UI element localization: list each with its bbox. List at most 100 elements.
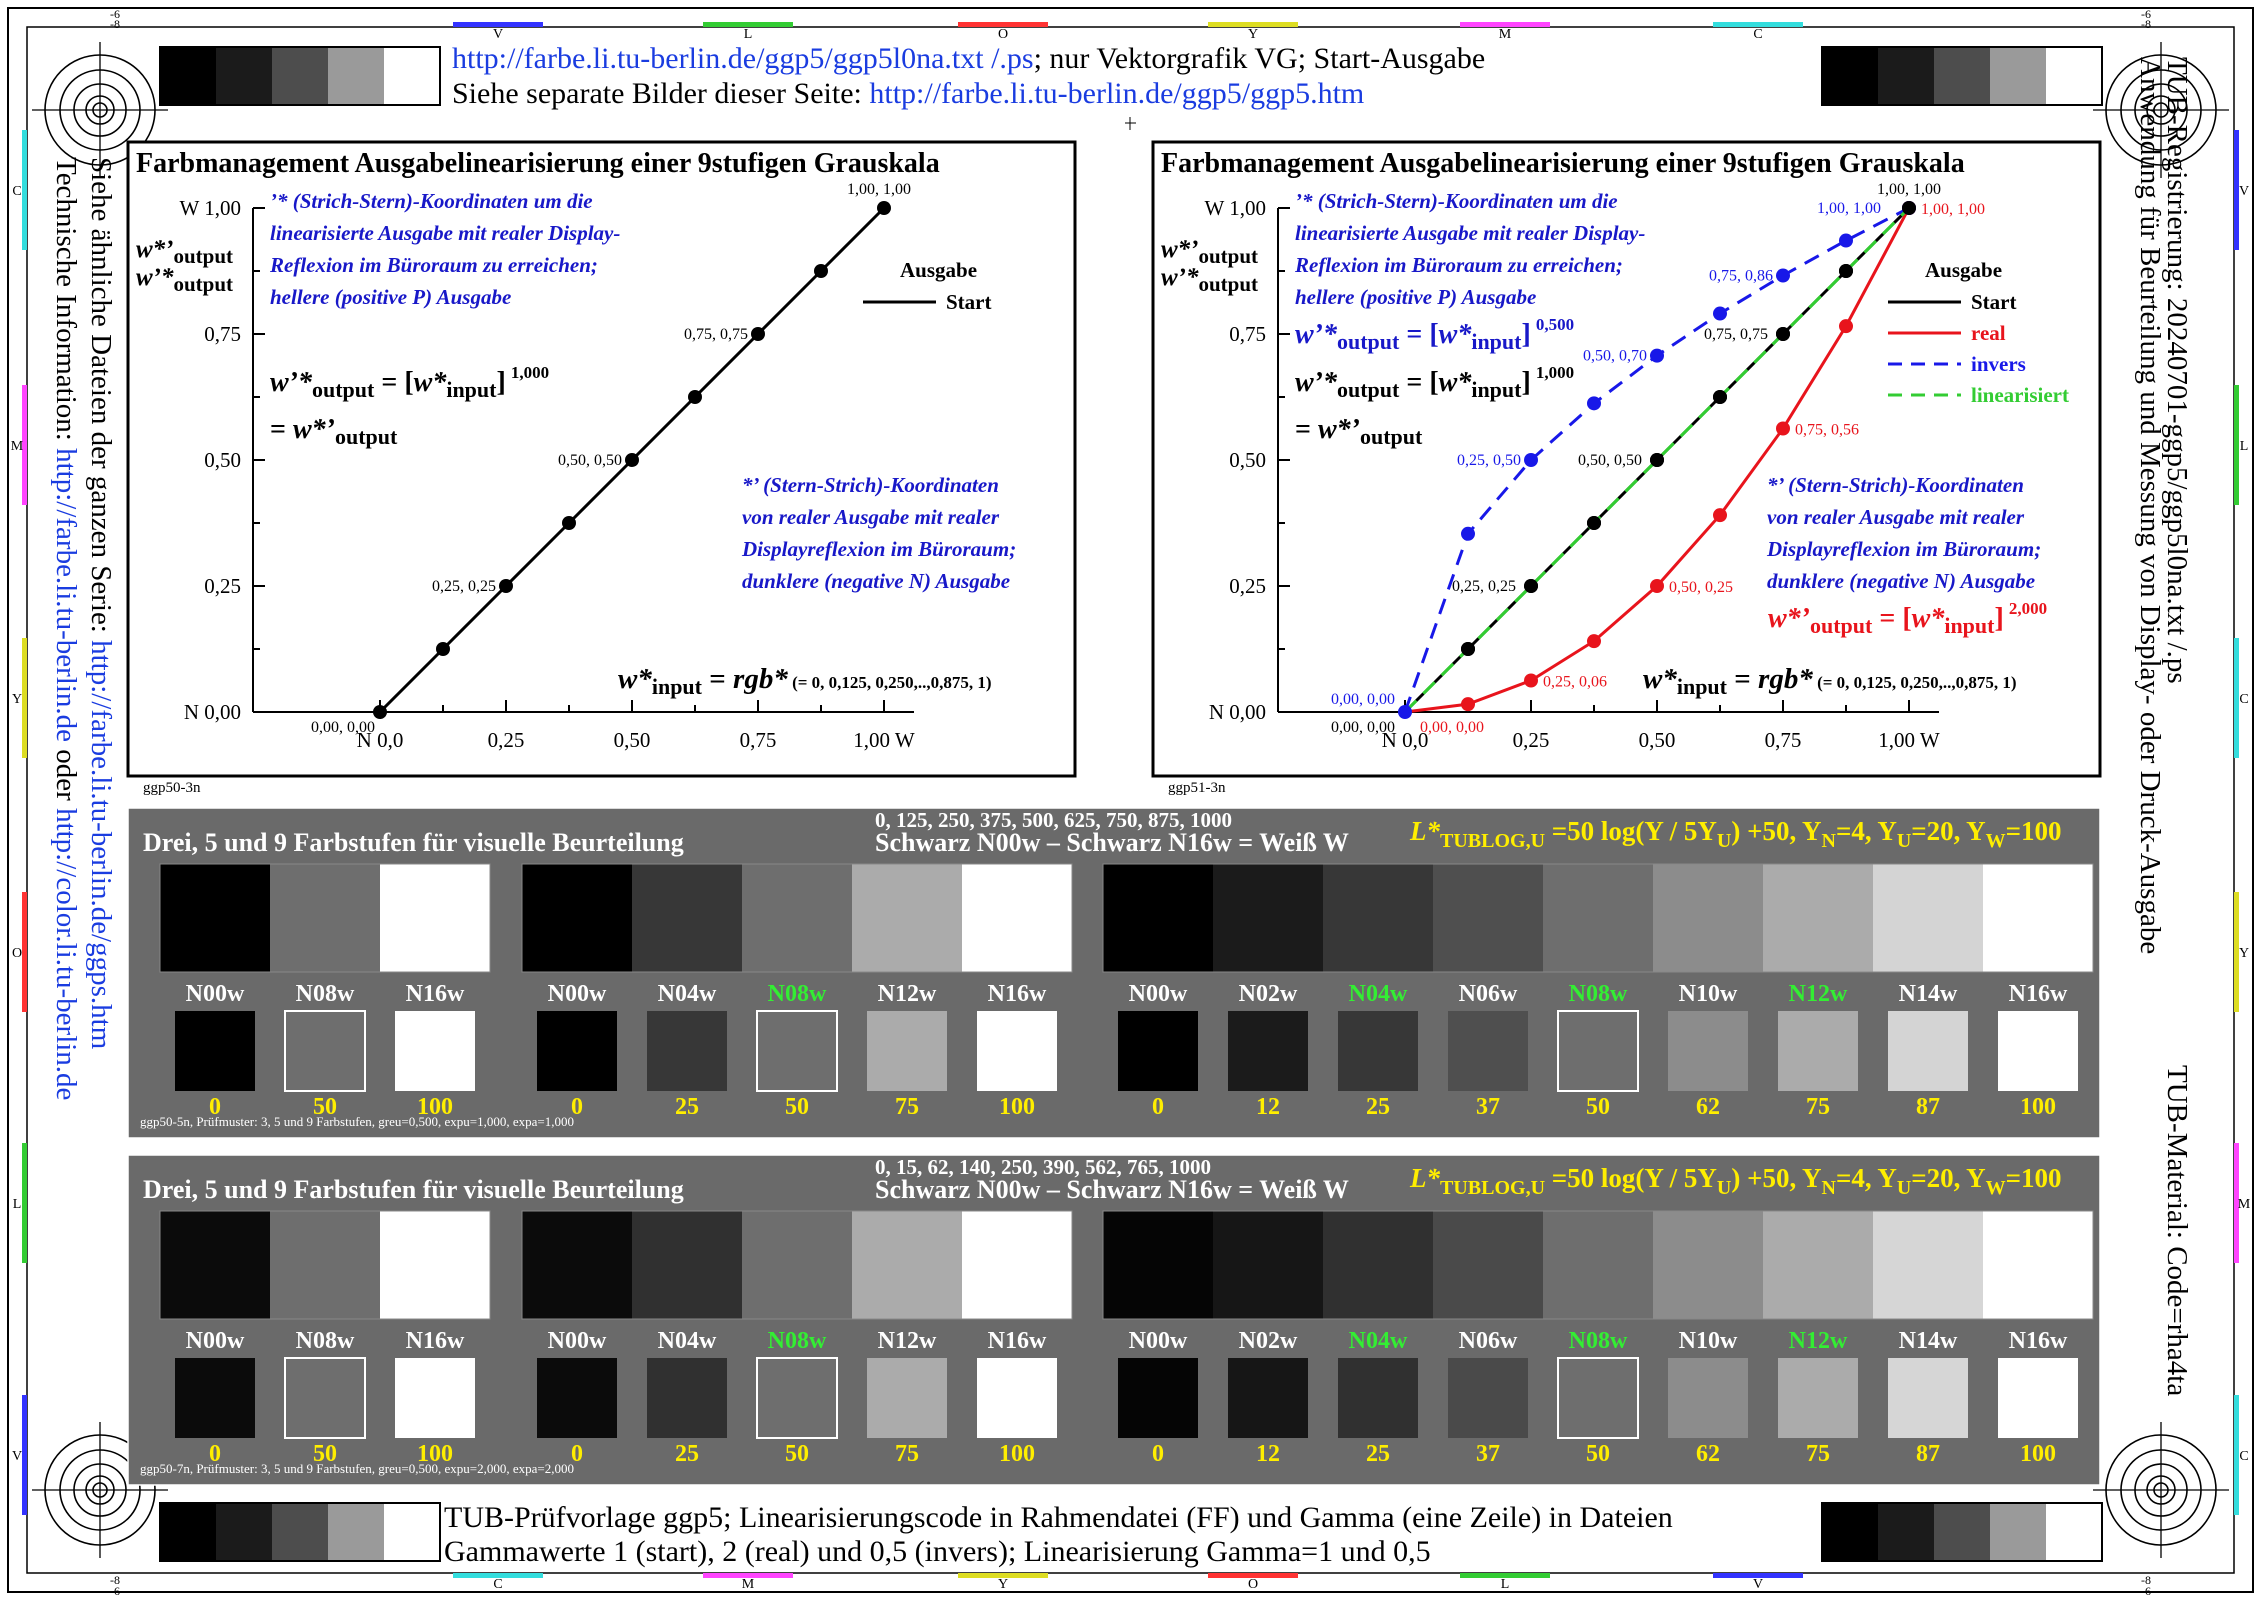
header-line-2: Siehe separate Bilder dieser Seite: http… (452, 77, 1364, 110)
chart-left-legend-start: Start (946, 290, 992, 314)
group9-small-swatch (1888, 1011, 1968, 1091)
group9-large-swatch (1763, 864, 1873, 972)
group3-large-swatch (160, 1211, 270, 1319)
group9-swatch-number: 0 (1152, 1441, 1164, 1467)
group5-large-swatch (742, 1211, 852, 1319)
group9-swatch-name: N02w (1239, 981, 1298, 1007)
group5-swatch-name: N12w (878, 1328, 937, 1354)
left-side-series-link[interactable]: http://farbe.li.tu-berlin.de/ggps.htm (85, 640, 117, 1050)
data-point-real (1776, 421, 1790, 436)
group9-large-swatch (1653, 864, 1763, 972)
group9-swatch-number: 100 (2020, 1094, 2056, 1120)
group5-small-swatch (647, 1011, 727, 1091)
center-cross-mark (1125, 117, 1136, 130)
gray-strip-swatch (160, 1503, 216, 1561)
group3-small-swatch (284, 1010, 366, 1092)
group5-swatch-number: 50 (785, 1441, 809, 1467)
group3-small-swatch (284, 1357, 366, 1439)
group9-swatch-name: N10w (1679, 1328, 1738, 1354)
header-line-1: http://farbe.li.tu-berlin.de/ggp5/ggp5l0… (452, 42, 1485, 75)
group9-swatch-name: N12w (1789, 981, 1848, 1007)
point-label: 1,00, 1,00 (1921, 201, 1985, 218)
corner-number: -6 (2141, 7, 2151, 21)
group9-small-swatch (1228, 1358, 1308, 1438)
group9-swatch-number: 62 (1696, 1094, 1720, 1120)
header-series-link[interactable]: http://farbe.li.tu-berlin.de/ggp5/ggp5.h… (869, 77, 1364, 110)
gray-strip-swatch (2046, 47, 2102, 105)
gray-strip-swatch (1878, 47, 1934, 105)
edge-mark-bottom-O (1208, 1573, 1298, 1578)
edge-mark-top-L (703, 22, 793, 27)
chart-right-equation-1: w’*output = [w*input] 1,000 (1295, 363, 1574, 402)
group5-small-swatch (756, 1010, 838, 1092)
left-side-link-farbe[interactable]: http://farbe.li.tu-berlin.de (50, 448, 82, 742)
gray-strip-top-right (1821, 46, 2103, 106)
left-side-link-color[interactable]: http://color.li.tu-berlin.de (50, 808, 82, 1100)
point-label: 0,50, 0,70 (1583, 348, 1647, 365)
edge-mark-top-V (453, 22, 543, 27)
group3-swatch-number: 100 (417, 1441, 453, 1467)
point-label: 0,75, 0,75 (1704, 326, 1768, 343)
edge-letter-top: O (998, 27, 1008, 42)
chart-right-equation-real: w*’output = [w*input] 2,000 (1768, 599, 2047, 638)
point-label: 0,75, 0,75 (684, 326, 748, 343)
registration-target-icon (2093, 42, 2229, 178)
gray-strip-swatch (1934, 47, 1990, 105)
data-point-Start (814, 264, 828, 278)
group5-swatch-number: 25 (675, 1441, 699, 1467)
group3-swatch-name: N08w (296, 981, 355, 1007)
group9-swatch-number: 12 (1256, 1094, 1280, 1120)
y-tick-label: 0,75 (1229, 322, 1266, 346)
gray-strip-swatch (384, 47, 440, 105)
point-label: 1,00, 1,00 (1877, 181, 1941, 198)
group3-swatch-number: 100 (417, 1094, 453, 1120)
gray-strip-swatch (160, 47, 216, 105)
data-point-invers (1713, 306, 1727, 321)
group9-large-swatch (1653, 1211, 1763, 1319)
data-point-Start (436, 642, 450, 656)
gray-strip-swatch (1990, 1503, 2046, 1561)
group9-swatch-number: 25 (1366, 1094, 1390, 1120)
group5-swatch-number: 100 (999, 1094, 1035, 1120)
data-point-Start (1776, 327, 1790, 341)
footer-line-1: TUB-Prüfvorlage ggp5; Linearisierungscod… (444, 1501, 1673, 1534)
left-side-line-1: Siehe ähnliche Dateien der ganzen Serie:… (85, 157, 117, 1050)
data-point-Start (688, 390, 702, 404)
group9-large-swatch (1983, 864, 2093, 972)
data-point-invers (1587, 396, 1601, 411)
group9-swatch-name: N00w (1129, 1328, 1188, 1354)
group9-swatch-name: N06w (1459, 1328, 1518, 1354)
edge-letter-left: C (12, 184, 21, 199)
chart-left-axes: N 0,0 N 0,00 0,25 0,25 0,50 0,50 0,75 0,75 1,00 … (180, 196, 915, 752)
group9-swatch-number: 50 (1586, 1441, 1610, 1467)
panel-subtitle: Schwarz N00w – Schwarz N16w = Weiß W (875, 1175, 1349, 1204)
gray-strip-swatch (328, 1503, 384, 1561)
header-url-link[interactable]: http://farbe.li.tu-berlin.de/ggp5/ggp5l0… (452, 42, 1034, 75)
group5-swatch-number: 75 (895, 1094, 919, 1120)
group9-swatch-number: 37 (1476, 1441, 1500, 1467)
group9-swatch-name: N04w (1349, 981, 1408, 1007)
chart-left-legend-title: Ausgabe (900, 258, 977, 282)
edge-letter-bottom: O (1248, 1577, 1258, 1592)
edge-letter-top: Y (1248, 27, 1258, 42)
group5-outline (521, 863, 1073, 973)
data-point-real (1839, 319, 1853, 334)
data-point-origin (1398, 705, 1412, 719)
group5-outline (521, 1210, 1073, 1320)
chart-right-plot: 0,00, 0,00 0,25, 0,25 0,50, 0,50 0,75, 0,75… (1331, 181, 1985, 736)
edge-letter-bottom: C (493, 1577, 502, 1592)
footer-line-2: Gammawerte 1 (start), 2 (real) und 0,5 (… (444, 1535, 1431, 1568)
data-point-Start (1461, 642, 1475, 656)
edge-mark-top-M (1460, 22, 1550, 27)
gray-strip-swatch (1934, 1503, 1990, 1561)
chart-note-line: Reflexion im Büroraum zu erreichen; (269, 253, 598, 277)
chart-left-note-upper: ’* (Strich-Stern)-Koordinaten um die line… (269, 189, 620, 309)
group9-swatch-number: 62 (1696, 1441, 1720, 1467)
gray-strip-swatch (2046, 1503, 2102, 1561)
edge-letter-left: Y (12, 692, 22, 707)
chart-right-axes: N 0,0 N 0,00 0,25 0,25 0,50 0,50 0,75 0,75 1,00 … (1205, 196, 1940, 752)
group9-small-swatch (1338, 1011, 1418, 1091)
right-side-line-2: Anwendung für Beurteilung und Messung vo… (2134, 57, 2166, 954)
gray-strip-outline (159, 46, 441, 106)
